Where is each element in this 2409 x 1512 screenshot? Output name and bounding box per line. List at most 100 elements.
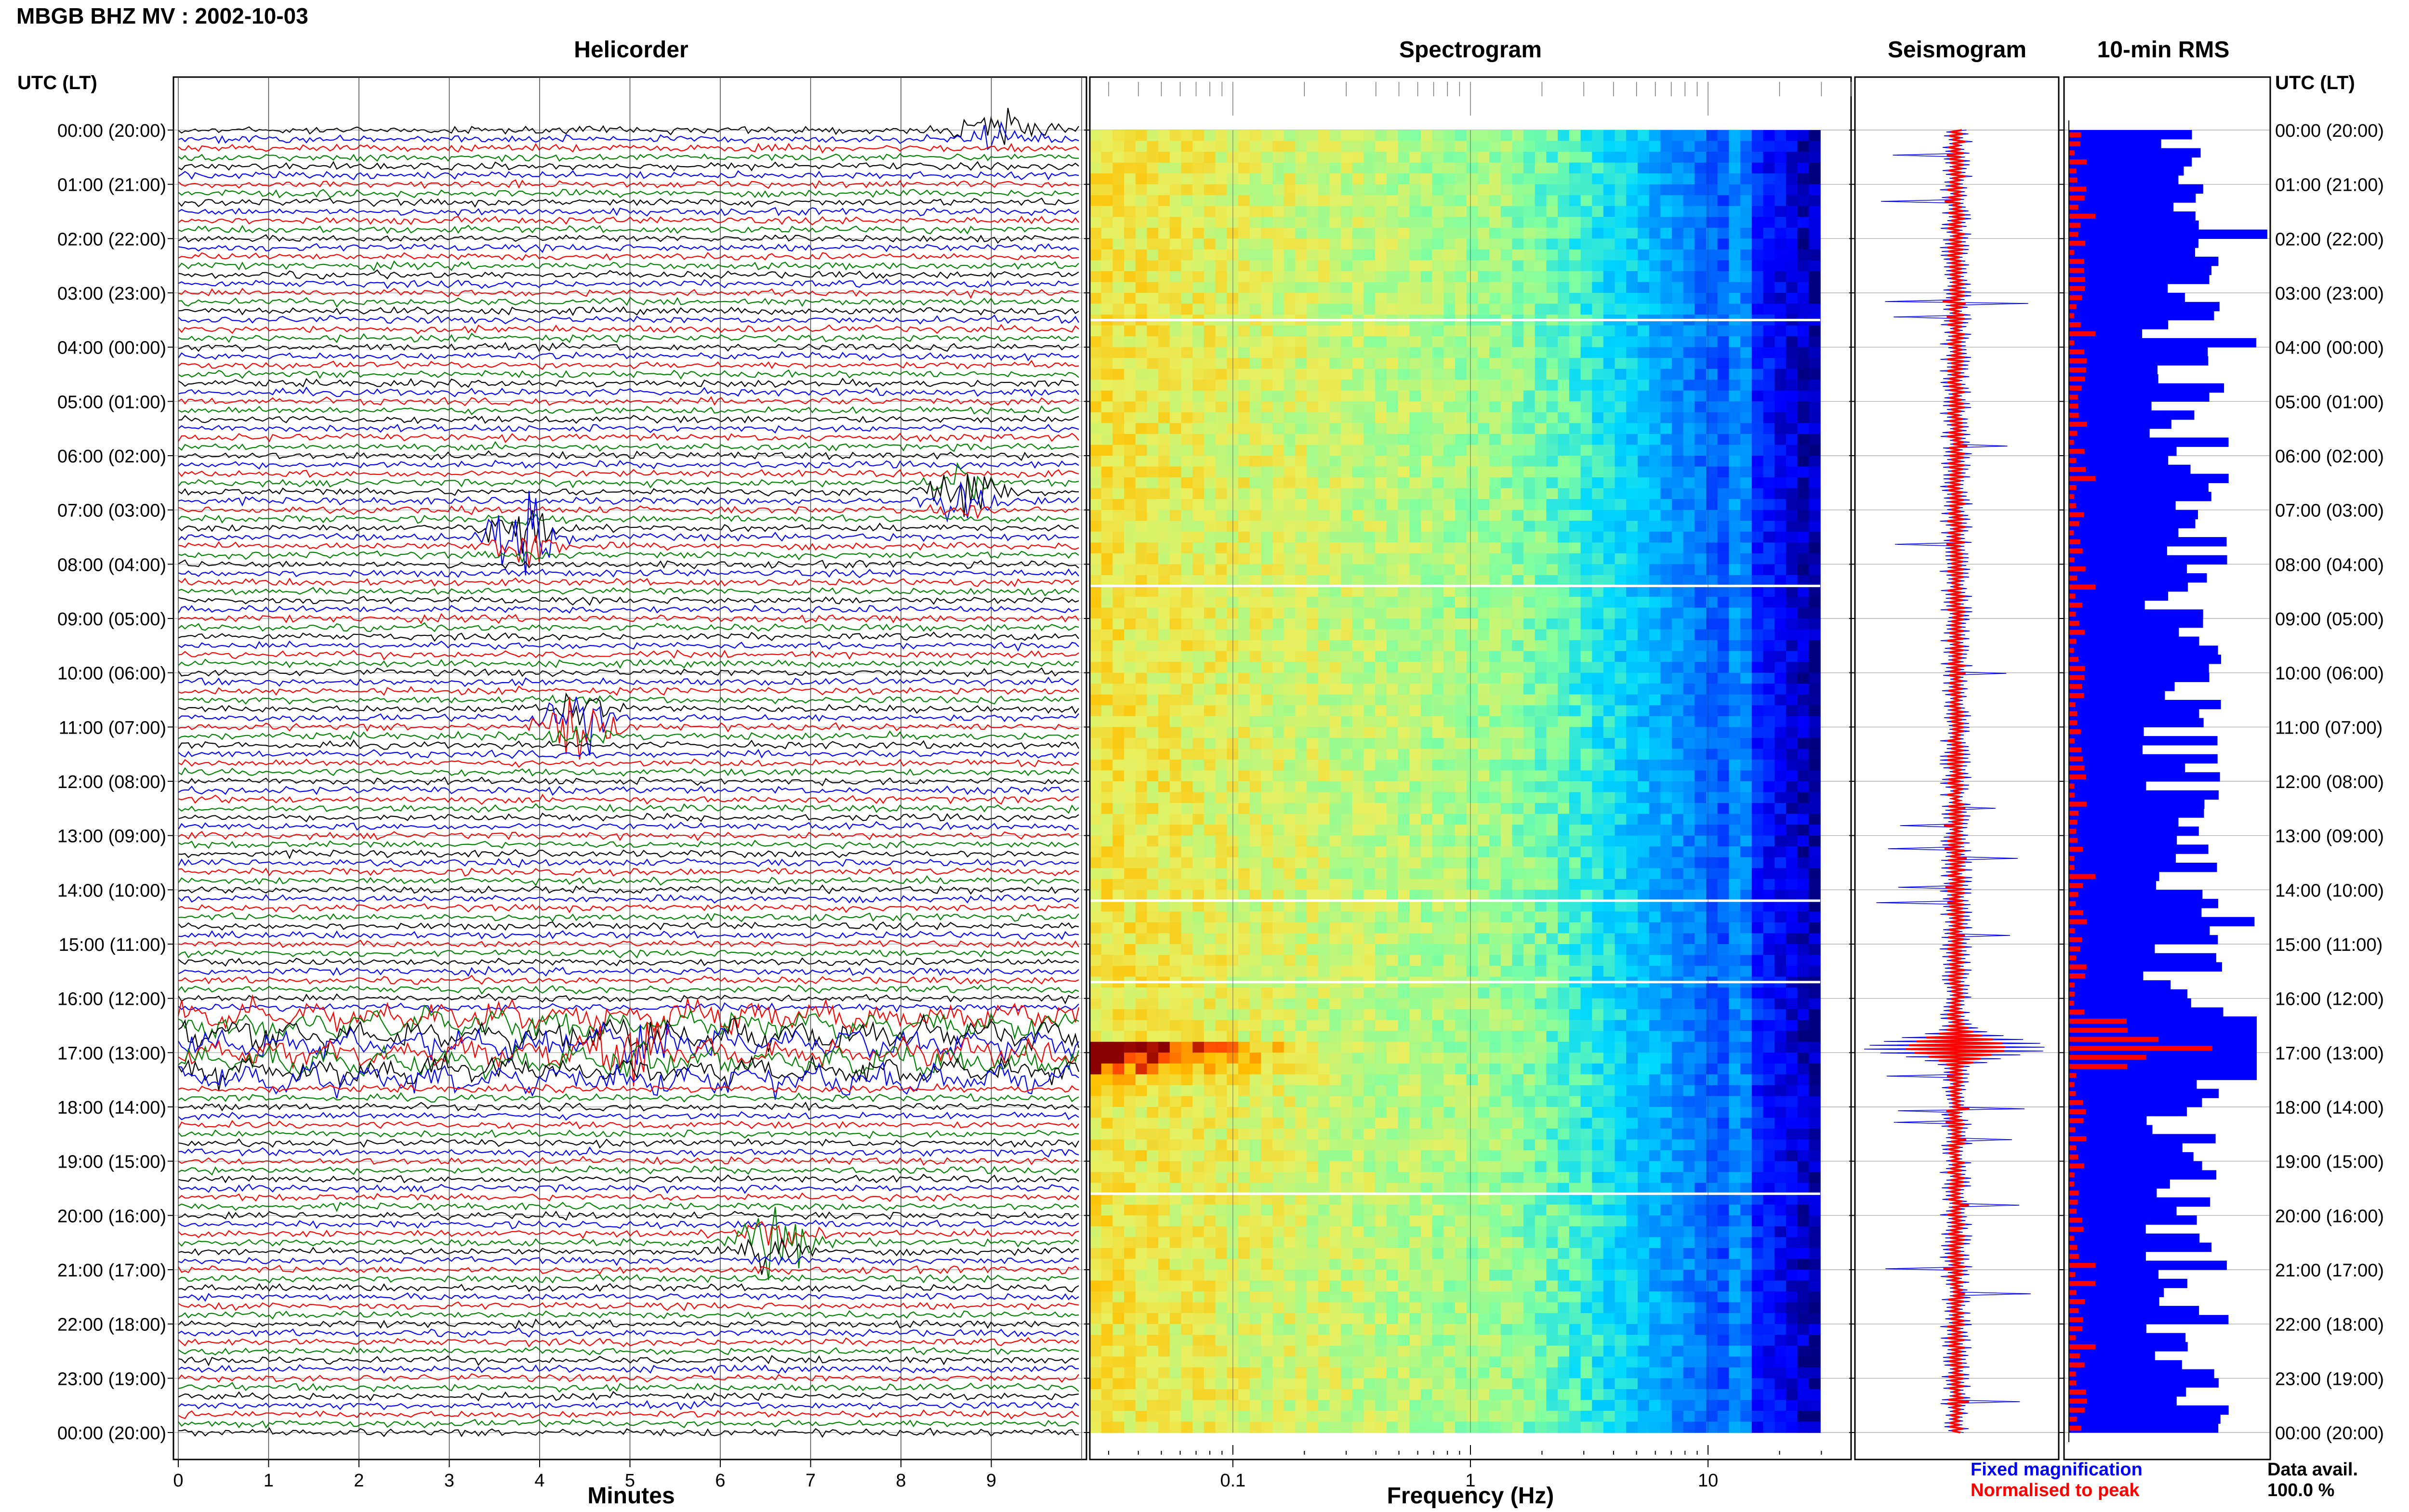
spectrogram-cell (1307, 141, 1319, 152)
spectrogram-cell (1558, 770, 1570, 782)
spectrogram-cell (1249, 488, 1262, 500)
spectrogram-cell (1751, 629, 1764, 641)
spectrogram-cell (1774, 184, 1787, 196)
spectrogram-cell (1238, 521, 1250, 532)
spectrogram-cell (1307, 249, 1319, 261)
spectrogram-cell (1238, 803, 1250, 815)
spectrogram-cell (1090, 749, 1102, 760)
spectrogram-cell (1580, 184, 1593, 196)
spectrogram-cell (1375, 575, 1387, 587)
spectrogram-cell (1295, 586, 1307, 597)
spectrogram-cell (1672, 445, 1684, 456)
spectrogram-cell (1500, 716, 1513, 728)
spectrogram-cell (1649, 890, 1661, 901)
spectrogram-cell (1112, 445, 1125, 456)
spectrogram-cell (1192, 900, 1204, 912)
spectrogram-cell (1717, 434, 1730, 446)
helicorder-trace (178, 415, 1079, 424)
spectrogram-cell (1489, 336, 1501, 348)
spectrogram-cell (1307, 803, 1319, 815)
spectrogram-cell (1763, 456, 1775, 467)
spectrogram-cell (1112, 868, 1125, 880)
spectrogram-cell (1580, 130, 1593, 142)
spectrogram-cell (1158, 825, 1170, 836)
spectrogram-cell (1455, 358, 1467, 369)
spectrogram-cell (1512, 260, 1524, 272)
spectrogram-cell (1751, 390, 1764, 402)
spectrogram-cell (1307, 521, 1319, 532)
spectrogram-cell (1558, 846, 1570, 858)
spectrogram-cell (1352, 336, 1364, 348)
spectrogram-cell (1546, 499, 1558, 511)
spectrogram-cell (1169, 890, 1182, 901)
spectrogram-cell (1158, 206, 1170, 217)
spectrogram-cell (1261, 759, 1273, 771)
spectrogram-cell (1318, 564, 1330, 576)
spectrogram-cell (1672, 553, 1684, 565)
spectrogram-cell (1649, 781, 1661, 793)
spectrogram-cell (1261, 238, 1273, 250)
spectrogram-cell (1169, 586, 1182, 597)
spectrogram-cell (1660, 586, 1672, 597)
spectrogram-cell (1352, 770, 1364, 782)
spectrogram-cell (1455, 857, 1467, 868)
spectrogram-cell (1489, 770, 1501, 782)
spectrogram-cell (1774, 846, 1787, 858)
spectrogram-cell (1329, 629, 1341, 641)
spectrogram-cell (1169, 380, 1182, 391)
spectrogram-cell (1558, 868, 1570, 880)
spectrogram-cell (1763, 434, 1775, 446)
spectrogram-cell (1638, 445, 1650, 456)
spectrogram-cell (1181, 672, 1193, 684)
spectrogram-cell (1318, 466, 1330, 478)
helicorder-trace (178, 930, 1079, 940)
spectrogram-cell (1352, 206, 1364, 217)
spectrogram-cell (1535, 152, 1547, 163)
spectrogram-cell (1204, 705, 1216, 717)
spectrogram-cell (1249, 293, 1262, 304)
spectrogram-cell (1181, 596, 1193, 608)
spectrogram-cell (1797, 564, 1810, 576)
spectrogram-cell (1147, 466, 1159, 478)
spectrogram-cell (1546, 564, 1558, 576)
spectrogram-cell (1432, 770, 1444, 782)
spectrogram-cell (1603, 152, 1615, 163)
spectrogram-cell (1592, 477, 1604, 489)
spectrogram-cell (1683, 271, 1695, 283)
helicorder-trace (178, 1391, 1079, 1402)
helicorder-trace (178, 550, 1079, 564)
spectrogram-cell (1500, 629, 1513, 641)
spectrogram-cell (1158, 694, 1170, 706)
spectrogram-cell (1329, 130, 1341, 142)
spectrogram-cell (1672, 879, 1684, 891)
spectrogram-cell (1569, 792, 1581, 803)
spectrogram-cell (1569, 825, 1581, 836)
spectrogram-cell (1569, 607, 1581, 619)
spectrogram-cell (1683, 401, 1695, 413)
spectrogram-cell (1694, 293, 1707, 304)
spectrogram-cell (1580, 759, 1593, 771)
spectrogram-cell (1500, 130, 1513, 142)
spectrogram-cell (1535, 803, 1547, 815)
spectrogram-cell (1466, 672, 1479, 684)
spectrogram-cell (1192, 542, 1204, 554)
spectrogram-cell (1341, 325, 1353, 337)
spectrogram-cell (1090, 846, 1102, 858)
spectrogram-cell (1580, 271, 1593, 283)
spectrogram-cell (1546, 705, 1558, 717)
spectrogram-cell (1329, 466, 1341, 478)
spectrogram-cell (1649, 672, 1661, 684)
spectrogram-cell (1626, 596, 1638, 608)
spectrogram-cell (1147, 868, 1159, 880)
spectrogram-cell (1443, 477, 1456, 489)
spectrogram-cell (1386, 336, 1399, 348)
spectrogram-cell (1603, 684, 1615, 695)
spectrogram-cell (1295, 835, 1307, 847)
spectrogram-cell (1615, 423, 1627, 434)
spectrogram-cell (1500, 727, 1513, 738)
spectrogram-cell (1215, 401, 1228, 413)
spectrogram-cell (1535, 195, 1547, 207)
spectrogram-cell (1158, 564, 1170, 576)
spectrogram-cell (1660, 347, 1672, 358)
spectrogram-cell (1443, 607, 1456, 619)
